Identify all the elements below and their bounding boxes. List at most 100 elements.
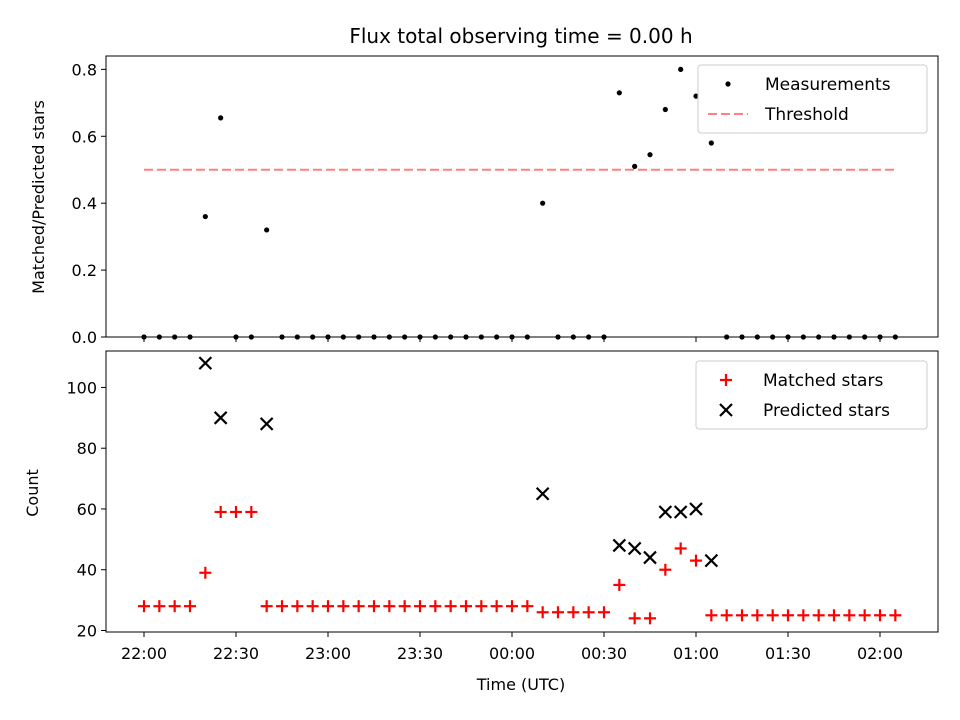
matched-star-point — [506, 600, 518, 613]
predicted-star-point — [704, 553, 719, 568]
matched-star-point — [858, 609, 871, 622]
matched-star-point — [736, 609, 748, 622]
matched-star-point — [613, 578, 626, 591]
matched-star-point — [874, 609, 886, 622]
predicted-star-point — [643, 550, 657, 565]
matched-star-point — [352, 600, 365, 613]
matched-star-point — [214, 506, 227, 519]
matched-star-point — [782, 609, 794, 622]
matched-star-point — [843, 609, 856, 622]
legend-label-predicted-stars: Predicted stars — [763, 401, 890, 421]
measurement-point — [693, 93, 699, 99]
predicted-star-point — [198, 356, 213, 370]
matched-star-point — [337, 600, 350, 613]
top-legend: Measurements Threshold — [697, 64, 928, 134]
matched-star-point — [444, 600, 457, 613]
matched-star-point — [383, 600, 396, 613]
matched-star-point — [598, 606, 610, 619]
matched-star-point — [230, 506, 242, 519]
matched-star-point — [812, 609, 825, 622]
matched-star-point — [153, 600, 166, 613]
predicted-star-point — [612, 538, 627, 553]
predicted-star-point — [689, 502, 703, 516]
legend-marker-predicted-stars — [719, 403, 733, 417]
matched-star-point — [766, 609, 779, 622]
chart-title: Flux total observing time = 0.00 h — [349, 24, 692, 48]
bottom-plot-frame — [105, 350, 939, 633]
matched-star-point — [429, 600, 442, 613]
measurement-point — [264, 227, 270, 233]
matched-star-point — [797, 609, 810, 622]
matched-star-point — [414, 600, 426, 613]
measurement-point — [708, 140, 714, 146]
top-y-tick-label: 0.8 — [72, 60, 97, 79]
measurement-point — [662, 106, 668, 113]
x-tick-label: 23:30 — [397, 644, 443, 663]
matched-star-point — [322, 600, 334, 613]
legend-label-measurements: Measurements — [765, 75, 891, 95]
top-y-tick-label: 0.0 — [72, 328, 97, 347]
top-plot-frame — [105, 55, 939, 338]
measurement-point — [616, 90, 622, 96]
top-y-tick-label: 0.2 — [72, 261, 97, 280]
top-y-tick-label: 0.6 — [72, 127, 97, 146]
matched-star-point — [276, 600, 288, 613]
bottom-legend: Matched stars Predicted stars — [695, 360, 928, 430]
matched-star-point — [306, 600, 319, 613]
measurement-point — [540, 200, 546, 206]
matched-star-point — [260, 600, 273, 613]
matched-star-point — [705, 609, 718, 622]
matched-star-point — [460, 600, 472, 613]
measurement-point — [632, 163, 638, 169]
matched-star-point — [659, 563, 672, 576]
matched-star-point — [168, 600, 181, 613]
x-tick-label: 01:30 — [765, 644, 811, 663]
bottom-y-tick-label: 40 — [77, 561, 97, 580]
predicted-star-point — [673, 505, 688, 519]
legend-marker-measurements — [725, 81, 731, 87]
matched-star-point — [184, 600, 196, 613]
predicted-star-point — [658, 505, 673, 519]
bottom-y-tick-label: 20 — [77, 621, 97, 640]
matched-star-point — [521, 600, 534, 613]
matched-star-point — [690, 554, 702, 567]
x-tick-label: 22:30 — [213, 644, 259, 663]
predicted-star-point — [213, 411, 228, 425]
top-y-tick-label: 0.4 — [72, 194, 97, 213]
matched-star-point — [398, 600, 411, 613]
matched-star-point — [199, 566, 212, 579]
predicted-star-point — [627, 541, 642, 556]
measurement-point — [678, 66, 684, 72]
matched-star-point — [674, 542, 687, 555]
bottom-y-tick-label: 60 — [77, 500, 97, 519]
measurement-point — [202, 213, 208, 220]
matched-star-point — [490, 600, 503, 613]
matched-star-point — [291, 600, 304, 613]
matched-star-point — [582, 606, 595, 619]
matched-star-point — [475, 600, 488, 613]
x-axis-label: Time (UTC) — [476, 675, 565, 694]
matched-star-point — [368, 600, 380, 613]
measurement-point — [647, 152, 653, 158]
bottom-y-tick-label: 100 — [66, 378, 97, 397]
matched-star-point — [644, 612, 656, 625]
bottom-y-axis-label: Count — [23, 469, 42, 517]
x-tick-label: 01:00 — [673, 644, 719, 663]
matched-star-point — [567, 606, 580, 619]
predicted-star-point — [535, 487, 550, 501]
matched-star-point — [889, 609, 902, 622]
matched-star-point — [245, 506, 258, 519]
predicted-star-point — [259, 417, 274, 431]
top-panel: 0.00.20.40.60.8 Matched/Predicted stars … — [29, 55, 939, 347]
x-tick-label: 00:00 — [489, 644, 535, 663]
bottom-panel: 20 40 60 80 100 22:00 22:30 23:00 23:30 00:00 00:… — [23, 350, 939, 694]
matched-star-point — [552, 606, 564, 619]
matched-star-point — [751, 609, 764, 622]
legend-label-threshold: Threshold — [764, 105, 849, 125]
top-y-axis-label: Matched/Predicted stars — [29, 100, 48, 294]
measurement-point — [218, 115, 224, 121]
x-tick-label: 02:00 — [857, 644, 903, 663]
legend-marker-matched-stars — [720, 374, 732, 386]
x-tick-label: 23:00 — [305, 644, 351, 663]
